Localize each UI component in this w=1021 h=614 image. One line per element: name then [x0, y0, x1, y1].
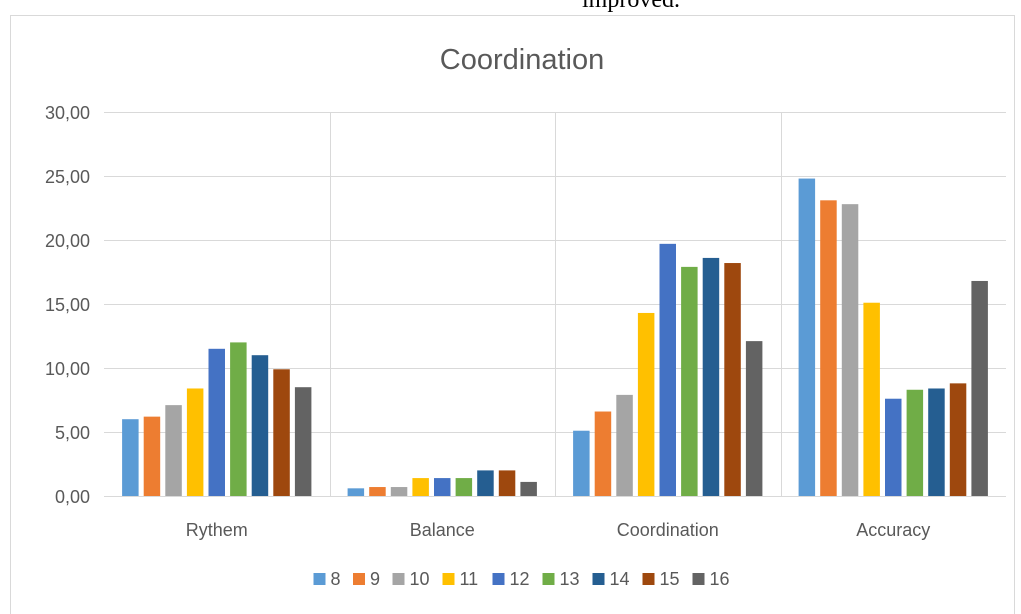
bar-balance-8	[347, 488, 365, 496]
legend-label-13: 13	[560, 569, 580, 589]
bar-rythem-15	[273, 369, 290, 496]
bar-accuracy-13	[906, 389, 924, 496]
bar-coordination-10	[616, 394, 633, 496]
bar-rythem-14	[251, 355, 269, 496]
legend-label-14: 14	[610, 569, 630, 589]
y-axis-tick-labels: 0,00 5,00 10,00 15,00 20,00 25,00 30,00	[45, 103, 90, 507]
bar-coordination-15	[724, 263, 741, 496]
x-axis-category-labels: Rythem Balance Coordination Accuracy	[186, 520, 931, 540]
legend-swatch-9	[353, 573, 365, 585]
bar-coordination-11	[637, 312, 655, 496]
bar-rythem-12	[208, 348, 225, 496]
y-tick-label: 30,00	[45, 103, 90, 123]
legend-swatch-12	[492, 573, 505, 585]
bar-rythem-8	[122, 419, 139, 496]
bar-balance-16	[520, 481, 537, 496]
bar-accuracy-16	[971, 280, 988, 496]
bar-accuracy-8	[798, 178, 816, 496]
legend-label-15: 15	[660, 569, 680, 589]
bar-coordination-16	[745, 341, 763, 496]
bar-coordination-14	[702, 257, 720, 496]
y-tick-label: 10,00	[45, 359, 90, 379]
y-tick-label: 0,00	[55, 487, 90, 507]
bar-coordination-13	[681, 266, 698, 496]
legend-label-8: 8	[331, 569, 341, 589]
bar-coordination-9	[594, 411, 612, 496]
bar-accuracy-14	[928, 388, 945, 496]
x-category-label: Rythem	[186, 520, 248, 540]
legend-label-12: 12	[510, 569, 530, 589]
x-category-label: Accuracy	[856, 520, 930, 540]
legend: 8 9 10 11 12 13 14 15 16	[313, 569, 730, 589]
bar-accuracy-10	[841, 204, 859, 496]
bar-rythem-10	[165, 405, 182, 496]
bar-balance-14	[477, 470, 494, 496]
legend-swatch-8	[313, 573, 326, 585]
legend-swatch-15	[642, 573, 655, 585]
bar-rythem-16	[294, 387, 312, 496]
legend-swatch-10	[392, 573, 405, 585]
bar-balance-15	[498, 470, 516, 496]
y-tick-label: 20,00	[45, 231, 90, 251]
bars	[122, 178, 988, 496]
y-tick-label: 25,00	[45, 167, 90, 187]
chart-title: Coordination	[440, 44, 604, 76]
bar-balance-10	[390, 487, 408, 496]
x-category-label: Balance	[410, 520, 475, 540]
bar-rythem-9	[143, 416, 161, 496]
bar-balance-11	[412, 478, 429, 496]
bar-coordination-8	[573, 430, 590, 496]
bar-coordination-12	[659, 243, 676, 496]
top-caption: improved.	[582, 0, 680, 13]
legend-swatch-11	[442, 573, 455, 585]
bar-accuracy-15	[949, 383, 967, 496]
legend-swatch-16	[692, 573, 705, 585]
legend-label-10: 10	[410, 569, 430, 589]
bar-accuracy-9	[820, 200, 837, 496]
legend-label-9: 9	[370, 569, 380, 589]
bar-accuracy-11	[863, 302, 880, 496]
legend-label-11: 11	[460, 569, 479, 589]
bar-rythem-11	[186, 388, 204, 496]
bar-balance-12	[434, 478, 451, 496]
y-tick-label: 5,00	[55, 423, 90, 443]
legend-swatch-13	[542, 573, 555, 585]
bar-balance-9	[369, 487, 386, 496]
bar-accuracy-12	[885, 398, 902, 496]
legend-label-16: 16	[710, 569, 730, 589]
x-category-label: Coordination	[617, 520, 719, 540]
legend-swatch-14	[592, 573, 605, 585]
bar-rythem-13	[230, 342, 247, 496]
y-tick-label: 15,00	[45, 295, 90, 315]
bar-balance-13	[455, 478, 473, 496]
